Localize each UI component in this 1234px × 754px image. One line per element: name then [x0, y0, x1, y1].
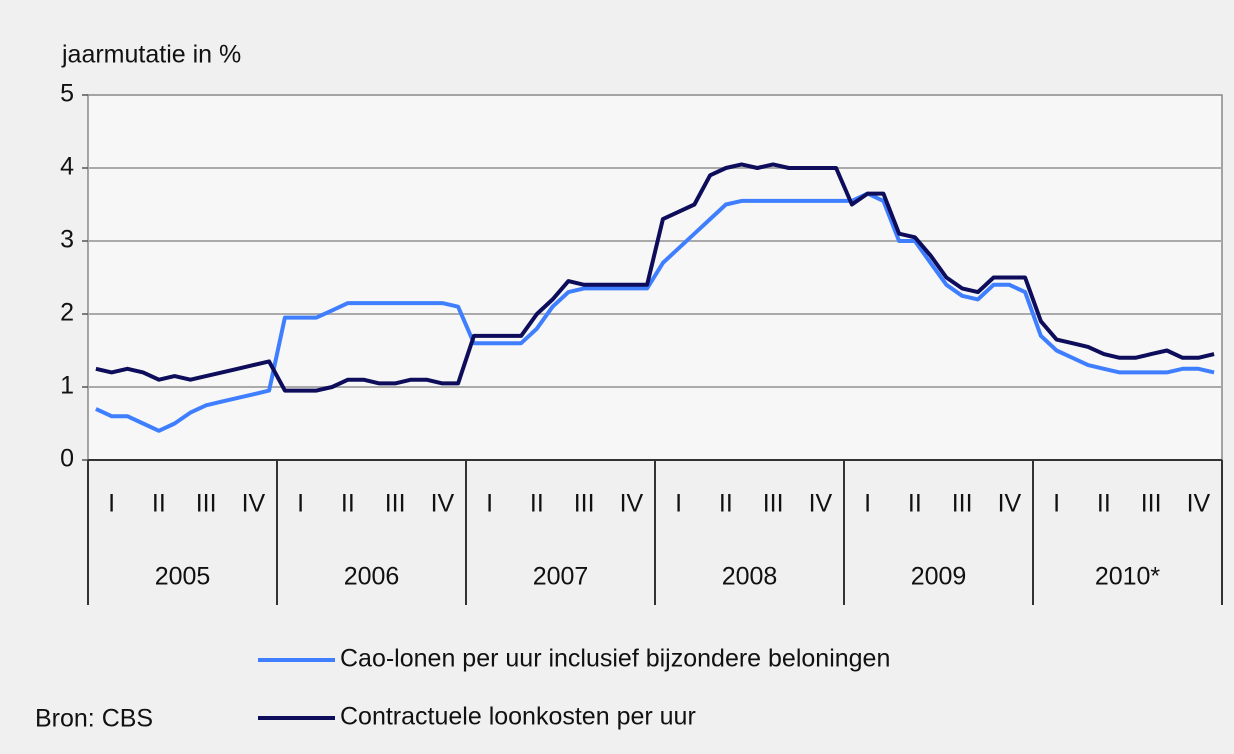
x-tick-label: IV: [998, 490, 1022, 518]
x-group-label: 2007: [533, 563, 589, 591]
source: Bron: CBS: [35, 705, 153, 733]
x-tick-label: IV: [242, 490, 266, 518]
x-group-label: 2010*: [1095, 563, 1161, 591]
y-axis-label: jaarmutatie in %: [61, 41, 241, 69]
legend-label: Contractuele loonkosten per uur: [340, 703, 696, 731]
y-tick-label: 2: [60, 299, 74, 327]
y-tick-label: 4: [60, 153, 74, 181]
x-tick-label: I: [297, 490, 304, 518]
x-tick-label: II: [719, 490, 733, 518]
y-tick-label: 1: [60, 372, 74, 400]
y-tick-label: 3: [60, 226, 74, 254]
legend-label: Cao-lonen per uur inclusief bijzondere b…: [340, 645, 890, 673]
x-tick-label: IV: [1187, 490, 1211, 518]
x-group-label: 2009: [911, 563, 967, 591]
x-tick-label: IV: [809, 490, 833, 518]
x-tick-label: II: [341, 490, 355, 518]
series-line: [95, 191, 1215, 433]
y-tick-label: 5: [60, 80, 74, 108]
x-tick-label: IV: [620, 490, 644, 518]
x-tick-label: II: [908, 490, 922, 518]
x-tick-label: I: [486, 490, 493, 518]
x-tick-label: I: [108, 490, 115, 518]
x-tick-label: III: [952, 490, 973, 518]
x-tick-label: I: [675, 490, 682, 518]
x-tick-label: III: [574, 490, 595, 518]
x-tick-label: IV: [431, 490, 455, 518]
x-tick-label: III: [385, 490, 406, 518]
x-tick-label: III: [1141, 490, 1162, 518]
x-group-label: 2006: [344, 563, 400, 591]
x-tick-label: II: [152, 490, 166, 518]
x-tick-label: I: [1053, 490, 1060, 518]
x-tick-label: II: [530, 490, 544, 518]
x-tick-label: II: [1097, 490, 1111, 518]
x-group-label: 2005: [155, 563, 211, 591]
x-tick-label: III: [196, 490, 217, 518]
series-line: [95, 162, 1215, 393]
x-group-label: 2008: [722, 563, 778, 591]
y-tick-label: 0: [60, 445, 74, 473]
x-tick-label: I: [864, 490, 871, 518]
x-tick-label: III: [763, 490, 784, 518]
